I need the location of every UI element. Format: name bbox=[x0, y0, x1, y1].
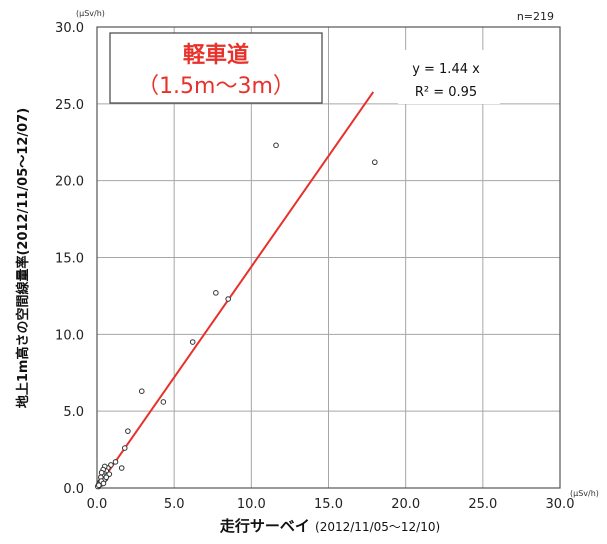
data-point bbox=[125, 428, 131, 434]
data-point bbox=[112, 459, 119, 465]
y-tick-label: 10.0 bbox=[55, 328, 84, 343]
data-point bbox=[213, 290, 219, 296]
y-tick-label: 25.0 bbox=[55, 98, 84, 113]
data-point bbox=[273, 142, 279, 149]
x-axis-title: 走行サーベイ bbox=[220, 517, 315, 535]
data-point bbox=[100, 480, 107, 487]
y-tick-label: 15.0 bbox=[55, 252, 84, 267]
data-point bbox=[118, 465, 125, 471]
data-point bbox=[372, 159, 378, 166]
y-tick-label: 5.0 bbox=[63, 405, 84, 420]
sample-count-label: n=219 bbox=[517, 10, 554, 23]
title-line-2: （1.5m～3m） bbox=[137, 74, 295, 99]
x-tick-label: 25.0 bbox=[468, 497, 497, 512]
data-point bbox=[160, 399, 167, 405]
x-axis-label: 走行サーベイ (2012/11/05～12/10) bbox=[220, 517, 440, 535]
y-axis-label: 地上1m高さの空間線量率(2012/11/05～12/07) bbox=[15, 108, 31, 408]
regression-line bbox=[96, 91, 375, 489]
data-point bbox=[96, 482, 102, 489]
y-tick-label: 0.0 bbox=[63, 482, 84, 497]
regression-equation: y = 1.44 x bbox=[412, 62, 480, 77]
data-point bbox=[121, 445, 128, 451]
x-axis-period: (2012/11/05～12/10) bbox=[315, 520, 440, 534]
x-tick-label: 10.0 bbox=[237, 497, 266, 512]
y-unit-label: (μSv/h) bbox=[76, 9, 105, 18]
x-tick-label: 30.0 bbox=[546, 497, 575, 512]
x-tick-label: 20.0 bbox=[391, 497, 420, 512]
data-point bbox=[189, 339, 196, 345]
data-point bbox=[225, 296, 231, 302]
title-box bbox=[109, 32, 323, 104]
equation-box bbox=[398, 50, 500, 104]
x-tick-label: 5.0 bbox=[164, 497, 185, 512]
data-point bbox=[103, 474, 110, 481]
x-tick-label: 0.0 bbox=[87, 497, 108, 512]
y-tick-label: 20.0 bbox=[55, 175, 84, 190]
data-point bbox=[138, 388, 145, 394]
plot-frame bbox=[96, 26, 561, 489]
title-line-1: 軽車道 bbox=[183, 42, 249, 68]
y-tick-label: 30.0 bbox=[55, 21, 84, 36]
regression-r2: R² = 0.95 bbox=[415, 85, 477, 100]
x-tick-label: 15.0 bbox=[314, 497, 343, 512]
data-point bbox=[98, 469, 105, 476]
x-unit-label: (μSv/h) bbox=[570, 489, 599, 498]
